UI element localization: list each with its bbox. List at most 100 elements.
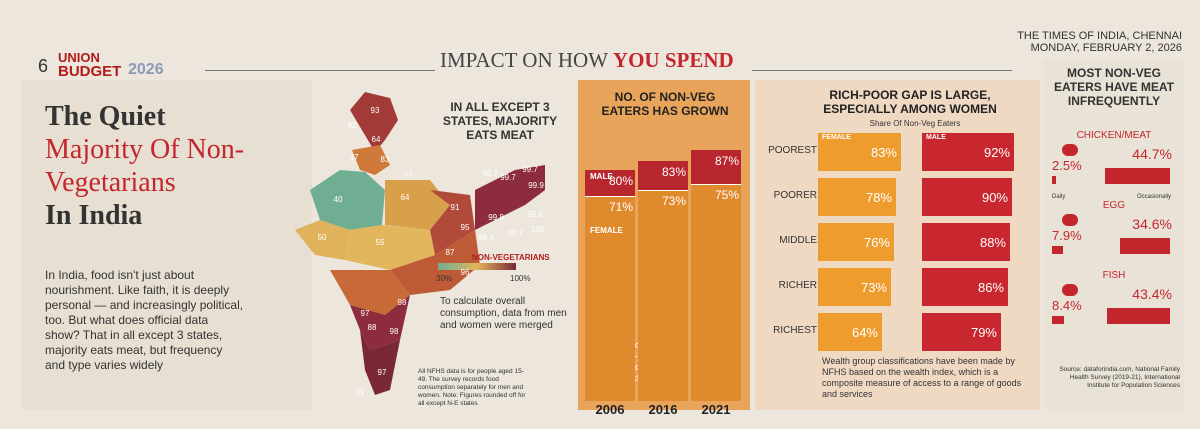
daily-bar <box>1052 316 1065 324</box>
occasional-bar <box>1105 168 1170 184</box>
region <box>360 330 400 395</box>
region <box>330 270 410 315</box>
occasional-label: 44.7% <box>1132 146 1172 162</box>
frequency-panel <box>1044 60 1184 410</box>
page-number: 6 <box>38 56 49 76</box>
female-bar <box>585 195 635 401</box>
item-name: CHICKEN/MEAT <box>1076 130 1152 141</box>
female-label: 83% <box>870 145 897 160</box>
region-value: 47 <box>350 153 359 162</box>
region-value: 99.7 <box>522 165 538 174</box>
occasional-label: 34.6% <box>1132 216 1172 232</box>
region-value: 99.4 <box>478 233 494 242</box>
intro-title: The Quiet Majority Of Non-Vegetarians In… <box>45 100 275 232</box>
section-title: IMPACT ON HOW YOU SPEND <box>440 48 734 73</box>
region-value: 87 <box>446 248 455 257</box>
female-bar <box>818 223 894 261</box>
male-label: 88% <box>979 235 1006 250</box>
icon <box>1062 214 1078 226</box>
region-value: 93 <box>371 106 380 115</box>
occasional-label: 43.4% <box>1132 286 1172 302</box>
female-bar <box>638 190 688 401</box>
male-label: 90% <box>981 190 1008 205</box>
male-label: 83% <box>661 165 686 180</box>
daily-label: 7.9% <box>1052 228 1082 243</box>
legend-max: 100% <box>510 274 531 283</box>
group-label: POORER <box>773 190 817 201</box>
item-name: FISH <box>1102 270 1126 281</box>
title-line: The Quiet <box>45 101 166 132</box>
occasional-bar <box>1107 308 1170 324</box>
group-label: RICHER <box>778 280 817 291</box>
intro-body: In India, food isn't just about nourishm… <box>45 268 244 372</box>
legend-min: 30% <box>436 274 453 283</box>
female-bar <box>818 313 882 351</box>
region-value: 98 <box>398 298 407 307</box>
region-value: 40 <box>334 195 343 204</box>
rule <box>205 70 435 71</box>
source: Source: dataforindia.com, National Famil… <box>1059 366 1180 389</box>
male-bar <box>922 178 1012 216</box>
paper-name: THE TIMES OF INDIA, CHENNAI <box>1017 30 1182 42</box>
gap-title: RICH-POOR GAP IS LARGE, ESPECIALLY AMONG… <box>823 88 997 116</box>
frequency-title: MOST NON-VEG EATERS HAVE MEAT INFREQUENT… <box>1053 66 1174 108</box>
growth-title: NO. OF NON-VEG EATERS HAS GROWN <box>601 90 729 118</box>
male-key: MALE <box>590 172 613 181</box>
male-label: 87% <box>714 153 739 168</box>
brand-year: 2026 <box>128 61 164 78</box>
gap-subtitle: Share Of Non-Veg Eaters <box>869 119 961 128</box>
male-label: 86% <box>977 280 1004 295</box>
region <box>475 165 545 230</box>
daily-key: Daily <box>1052 194 1066 200</box>
year-label: 2006 <box>595 402 625 417</box>
region-value: 98 <box>390 327 399 336</box>
region-value: 100 <box>531 225 545 234</box>
region-value: 99.8 <box>527 210 543 219</box>
region-value: 99.7 <box>500 173 516 182</box>
legend-scale <box>438 263 516 270</box>
region-value: 98.7 <box>482 169 498 178</box>
date: MONDAY, FEBRUARY 2, 2026 <box>1030 42 1182 54</box>
occasional-key: Occasionally <box>1136 194 1171 200</box>
group-label: MIDDLE <box>779 235 817 246</box>
item-name: EGG <box>1102 200 1126 211</box>
gap-note: Wealth group classifications have been m… <box>822 356 1022 399</box>
region-value: 92 <box>348 121 357 130</box>
region-value: 99.9 <box>528 181 544 190</box>
female-bar <box>691 184 741 401</box>
brand-top: UNION <box>58 50 100 65</box>
female-label: 73% <box>661 194 686 209</box>
group-label: RICHEST <box>773 325 817 336</box>
map-note: To calculate overall consumption, data f… <box>440 296 567 331</box>
male-bar <box>922 268 1008 306</box>
female-bar <box>818 133 901 171</box>
masthead: THE TIMES OF INDIA, CHENNAI MONDAY, FEBR… <box>1017 30 1182 54</box>
brand-bottom: BUDGET <box>58 63 122 80</box>
male-label: 92% <box>983 145 1010 160</box>
legend-title: NON-VEGETARIANS <box>472 253 550 262</box>
male-bar <box>922 133 1014 171</box>
occasional-bar <box>1119 238 1170 254</box>
region-value: 97 <box>361 309 370 318</box>
male-label: 79% <box>970 325 997 340</box>
female-label: 76% <box>863 235 890 250</box>
male-bar <box>922 223 1010 261</box>
region-value: 91 <box>451 203 460 212</box>
region-value: 99 <box>356 388 365 397</box>
title-line: In India <box>45 200 143 231</box>
region-value: 64 <box>401 193 410 202</box>
year-label: 2021 <box>701 402 731 417</box>
female-bar <box>818 178 896 216</box>
region-value: 55 <box>376 238 385 247</box>
section-b: YOU SPEND <box>612 48 734 72</box>
daily-bar <box>1052 176 1056 184</box>
female-label: 73% <box>860 280 887 295</box>
region-value: 50 <box>318 233 327 242</box>
region-value: 99.8 <box>488 213 504 222</box>
daily-label: 2.5% <box>1052 158 1082 173</box>
region-value: 88 <box>368 323 377 332</box>
daily-label: 8.4% <box>1052 298 1082 313</box>
region-value: 95 <box>461 223 470 232</box>
